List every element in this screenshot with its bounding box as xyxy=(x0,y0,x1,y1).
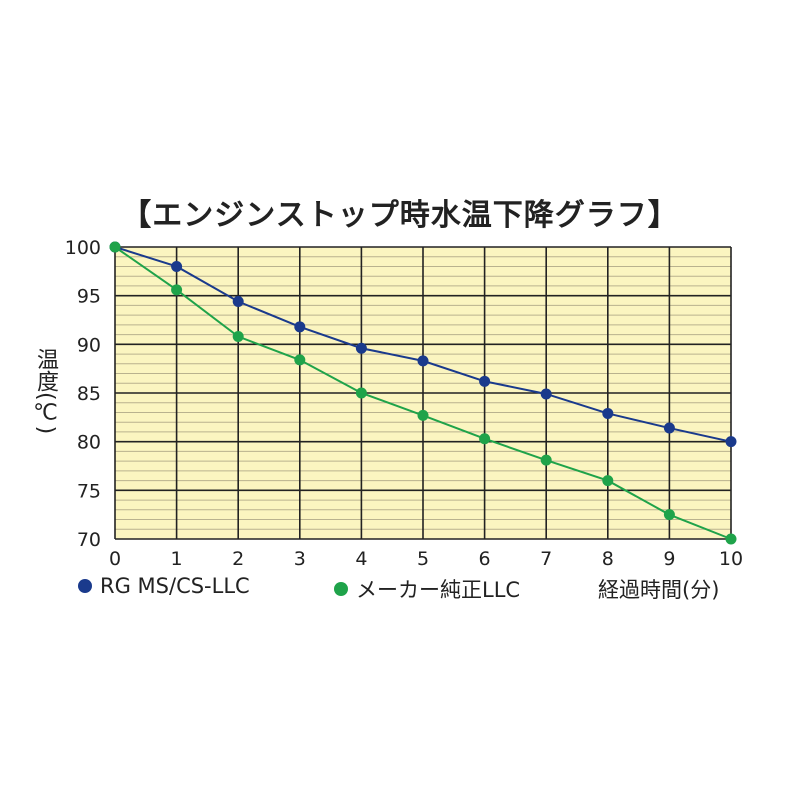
series-0-point xyxy=(417,355,429,367)
series-1-point xyxy=(171,284,183,296)
y-tick-label: 70 xyxy=(77,529,101,551)
x-tick-label: 8 xyxy=(602,548,614,570)
series-0-point xyxy=(479,375,491,387)
series-1-point xyxy=(540,454,552,466)
series-1-point xyxy=(479,433,491,445)
x-tick-label: 7 xyxy=(540,548,552,570)
series-1-point xyxy=(725,533,737,545)
series-1-point xyxy=(109,241,121,253)
x-tick-label: 2 xyxy=(232,548,244,570)
legend-marker-oem xyxy=(334,582,348,596)
legend-label-oem: メーカー純正LLC xyxy=(356,578,521,602)
x-tick-label: 10 xyxy=(719,548,743,570)
series-1-point xyxy=(355,387,367,399)
y-tick-label: 100 xyxy=(65,237,101,259)
series-1-point xyxy=(663,509,675,521)
y-axis-label: 温度(℃) xyxy=(33,348,58,435)
series-0-point xyxy=(540,388,552,400)
y-tick-label: 80 xyxy=(77,432,101,454)
series-0-point xyxy=(171,260,183,272)
series-0-point xyxy=(232,296,244,308)
x-axis-label: 経過時間(分) xyxy=(598,578,720,602)
series-0-point xyxy=(663,422,675,434)
x-tick-label: 4 xyxy=(355,548,367,570)
x-tick-label: 5 xyxy=(417,548,429,570)
series-1-point xyxy=(417,409,429,421)
series-0-point xyxy=(725,436,737,448)
y-tick-label: 85 xyxy=(77,383,101,405)
legend-item-rg: RG MS/CS-LLC xyxy=(78,574,250,598)
series-0-point xyxy=(355,342,367,354)
series-1-point xyxy=(602,475,614,487)
x-tick-label: 1 xyxy=(171,548,183,570)
x-tick-label: 9 xyxy=(663,548,675,570)
legend-label-rg: RG MS/CS-LLC xyxy=(100,574,250,598)
series-0-point xyxy=(294,321,306,333)
x-tick-label: 3 xyxy=(294,548,306,570)
series-0-point xyxy=(602,407,614,419)
legend-marker-rg xyxy=(78,579,92,593)
x-tick-label: 6 xyxy=(479,548,491,570)
y-tick-label: 95 xyxy=(77,286,101,308)
x-tick-label: 0 xyxy=(109,548,121,570)
chart-title: 【エンジンストップ時水温下降グラフ】 xyxy=(121,198,679,233)
series-1-point xyxy=(232,331,244,343)
series-1-point xyxy=(294,354,306,366)
y-tick-label: 75 xyxy=(77,480,101,502)
y-tick-label: 90 xyxy=(77,334,101,356)
legend-item-oem: メーカー純正LLC xyxy=(334,574,520,604)
